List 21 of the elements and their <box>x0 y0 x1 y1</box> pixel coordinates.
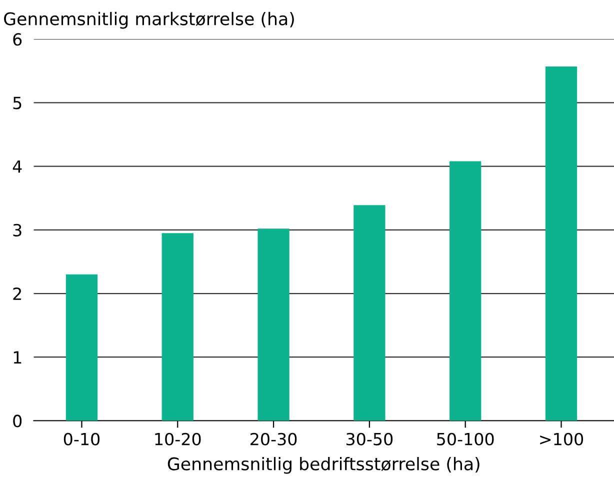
x-tick-label: 20-30 <box>250 432 297 446</box>
x-tick-label: 30-50 <box>346 432 393 446</box>
bar <box>162 233 194 421</box>
x-tick-label: 10-20 <box>155 432 201 446</box>
bar <box>545 66 578 421</box>
y-tick-label: 1 <box>14 351 22 364</box>
bar <box>354 205 386 421</box>
y-tick-label: 2 <box>13 287 21 300</box>
y-tick-label: 0 <box>13 414 22 428</box>
y-tick-label: 3 <box>13 224 22 236</box>
y-tick-label: 4 <box>12 160 22 173</box>
bar <box>66 274 98 421</box>
x-tick-label: 50-100 <box>437 432 494 446</box>
y-tick-label: 5 <box>13 96 22 110</box>
bar <box>258 228 290 421</box>
bar <box>450 161 482 421</box>
x-tick-label: >100 <box>540 432 584 446</box>
x-tick-label: 0-10 <box>64 432 100 446</box>
y-axis-title: Gennemsnitlig markstørrelse (ha) <box>4 12 294 29</box>
y-tick-label: 6 <box>13 33 22 46</box>
x-axis-title: Gennemsnitlig bedriftsstørrelse (ha) <box>168 456 480 474</box>
